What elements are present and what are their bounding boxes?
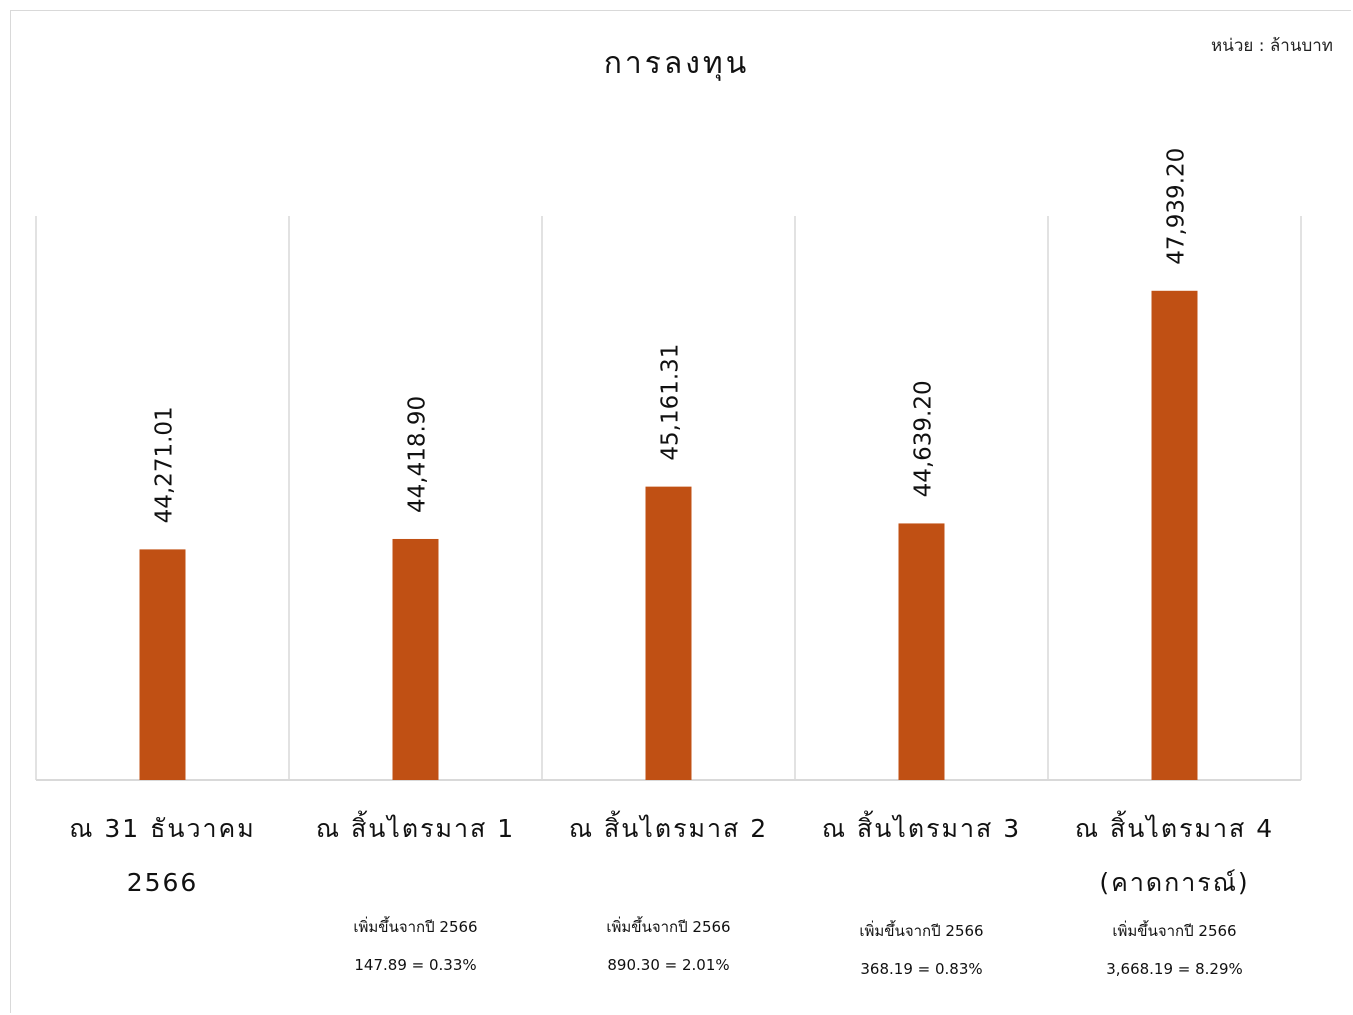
category-label-line: ณ สิ้นไตรมาส 3 xyxy=(821,814,1022,843)
category-label: ณ สิ้นไตรมาส 2 xyxy=(542,802,795,856)
category-label: ณ สิ้นไตรมาส 1 xyxy=(289,802,542,856)
bar xyxy=(392,538,439,780)
increase-note-line: 147.89 = 0.33% xyxy=(354,956,477,974)
bar xyxy=(139,549,186,780)
category-label-line: ณ สิ้นไตรมาส 4 xyxy=(1074,814,1275,843)
increase-note-line: 3,668.19 = 8.29% xyxy=(1106,960,1243,978)
bar xyxy=(898,523,945,780)
increase-note-line: เพิ่มขึ้นจากปี 2566 xyxy=(353,918,478,936)
chart-title: การลงทุน xyxy=(603,46,750,81)
bar xyxy=(1151,290,1198,780)
category-label: ณ 31 ธันวาคม 2566 xyxy=(36,802,289,910)
increase-note: เพิ่มขึ้นจากปี 2566 3,668.19 = 8.29% xyxy=(1048,912,1301,988)
unit-label: หน่วย : ล้านบาท xyxy=(1211,36,1333,56)
category-label-line: ณ สิ้นไตรมาส 1 xyxy=(315,814,516,843)
increase-note: เพิ่มขึ้นจากปี 2566 147.89 = 0.33% xyxy=(289,908,542,984)
data-label: 47,939.20 xyxy=(1164,148,1190,265)
increase-note-line: เพิ่มขึ้นจากปี 2566 xyxy=(859,922,984,940)
increase-note-line: เพิ่มขึ้นจากปี 2566 xyxy=(1112,922,1237,940)
increase-note-line: เพิ่มขึ้นจากปี 2566 xyxy=(606,918,731,936)
increase-note-line: 890.30 = 2.01% xyxy=(607,956,730,974)
increase-note: เพิ่มขึ้นจากปี 2566 890.30 = 2.01% xyxy=(542,908,795,984)
data-label: 44,639.20 xyxy=(911,380,937,497)
increase-note-line: 368.19 = 0.83% xyxy=(860,960,983,978)
category-label-line: ณ สิ้นไตรมาส 2 xyxy=(568,814,769,843)
chart-frame xyxy=(10,10,1351,1013)
data-label: 45,161.31 xyxy=(658,344,684,461)
category-label-line: ณ 31 ธันวาคม xyxy=(69,814,256,843)
data-label: 44,418.90 xyxy=(405,396,431,513)
category-label: ณ สิ้นไตรมาส 4 (คาดการณ์) xyxy=(1048,802,1301,910)
increase-note: เพิ่มขึ้นจากปี 2566 368.19 = 0.83% xyxy=(795,912,1048,988)
bar xyxy=(645,486,692,780)
category-label-line: (คาดการณ์) xyxy=(1099,868,1250,897)
category-label-line: 2566 xyxy=(126,868,199,897)
data-label: 44,271.01 xyxy=(152,406,178,523)
category-label: ณ สิ้นไตรมาส 3 xyxy=(795,802,1048,856)
